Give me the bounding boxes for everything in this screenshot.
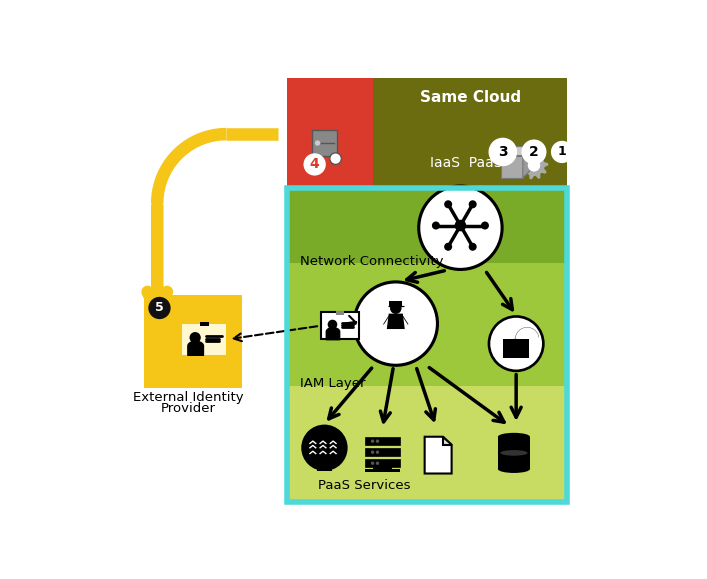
Circle shape: [417, 185, 503, 271]
Circle shape: [489, 138, 517, 166]
Circle shape: [371, 439, 374, 443]
Ellipse shape: [498, 449, 530, 457]
Bar: [182, 324, 226, 355]
Text: 3: 3: [498, 145, 508, 159]
Circle shape: [301, 424, 348, 471]
Bar: [312, 130, 337, 156]
Circle shape: [490, 318, 542, 369]
Circle shape: [469, 243, 477, 251]
Circle shape: [551, 141, 573, 163]
Bar: [321, 313, 359, 339]
Text: Network Connectivity: Network Connectivity: [300, 255, 443, 267]
Text: 1: 1: [558, 145, 566, 159]
Bar: [366, 437, 399, 445]
Circle shape: [315, 140, 320, 146]
Bar: [366, 459, 399, 467]
Circle shape: [371, 450, 374, 454]
Bar: [373, 78, 568, 188]
Circle shape: [376, 450, 379, 454]
Text: IAM Layer: IAM Layer: [300, 378, 366, 390]
Polygon shape: [443, 437, 452, 445]
Bar: [286, 263, 568, 386]
Bar: [390, 301, 402, 306]
Circle shape: [371, 461, 374, 465]
Bar: [199, 322, 209, 327]
Bar: [366, 448, 399, 456]
Bar: [286, 386, 568, 502]
Circle shape: [455, 219, 466, 232]
Circle shape: [444, 243, 452, 251]
Bar: [373, 466, 392, 470]
Polygon shape: [520, 151, 548, 179]
Circle shape: [488, 315, 544, 372]
Circle shape: [444, 200, 452, 208]
Circle shape: [148, 297, 170, 319]
Circle shape: [432, 222, 440, 229]
Circle shape: [303, 153, 326, 175]
Circle shape: [329, 153, 341, 164]
Text: Provider: Provider: [161, 402, 216, 415]
Text: PaaS Services: PaaS Services: [318, 479, 411, 492]
Circle shape: [356, 284, 436, 364]
Bar: [503, 339, 529, 358]
Text: Same Cloud: Same Cloud: [420, 90, 521, 105]
Bar: [317, 462, 332, 471]
Text: IaaS  PaaS: IaaS PaaS: [430, 156, 502, 170]
Bar: [286, 188, 568, 263]
Circle shape: [522, 140, 547, 164]
Text: 2: 2: [529, 145, 539, 159]
Circle shape: [469, 200, 477, 208]
Circle shape: [376, 439, 379, 443]
Circle shape: [527, 159, 540, 171]
Bar: [286, 78, 373, 188]
Ellipse shape: [498, 465, 530, 473]
Polygon shape: [501, 146, 532, 156]
Polygon shape: [387, 314, 405, 329]
Text: External Identity: External Identity: [133, 391, 244, 404]
Circle shape: [353, 280, 439, 367]
Circle shape: [327, 320, 337, 329]
Bar: [501, 156, 523, 178]
Bar: [337, 311, 344, 315]
Ellipse shape: [498, 433, 530, 441]
Bar: [366, 470, 399, 472]
Circle shape: [420, 188, 501, 268]
Ellipse shape: [501, 450, 527, 456]
Circle shape: [189, 332, 201, 343]
Text: 4: 4: [310, 157, 320, 171]
Circle shape: [390, 302, 402, 314]
Bar: [144, 295, 242, 389]
Circle shape: [376, 461, 379, 465]
Text: 5: 5: [155, 302, 164, 314]
Bar: [286, 188, 568, 502]
Bar: [498, 437, 530, 469]
Polygon shape: [425, 437, 452, 474]
Polygon shape: [523, 146, 532, 178]
Circle shape: [481, 222, 489, 229]
